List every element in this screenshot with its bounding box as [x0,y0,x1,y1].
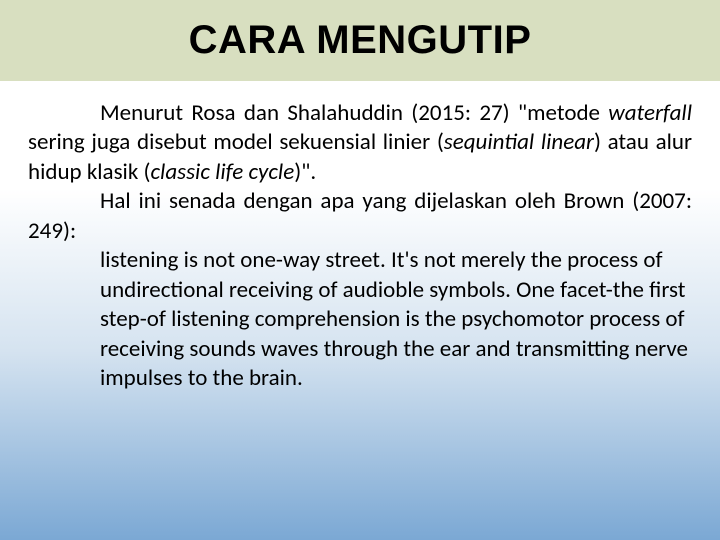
p1-text-c: sering juga disebut model sekuensial lin… [28,128,444,156]
slide-title: CARA MENGUTIP [0,18,720,63]
p1-italic-waterfall: waterfall [608,99,692,127]
paragraph-3-quote: listening is not one-way street. It's no… [100,246,692,393]
title-band: CARA MENGUTIP [0,0,720,81]
p1-italic-sequintial: sequintial linear [444,128,594,156]
p1-italic-classic: classic life cycle [150,158,294,186]
p1-text-g: )". [294,158,316,186]
slide-body: Menurut Rosa dan Shalahuddin (2015: 27) … [0,81,720,393]
p1-text-a: Menurut Rosa dan Shalahuddin (2015: 27) … [100,99,608,127]
paragraph-1: Menurut Rosa dan Shalahuddin (2015: 27) … [28,99,692,187]
paragraph-2: Hal ini senada dengan apa yang dijelaska… [28,187,692,246]
slide: CARA MENGUTIP Menurut Rosa dan Shalahudd… [0,0,720,540]
